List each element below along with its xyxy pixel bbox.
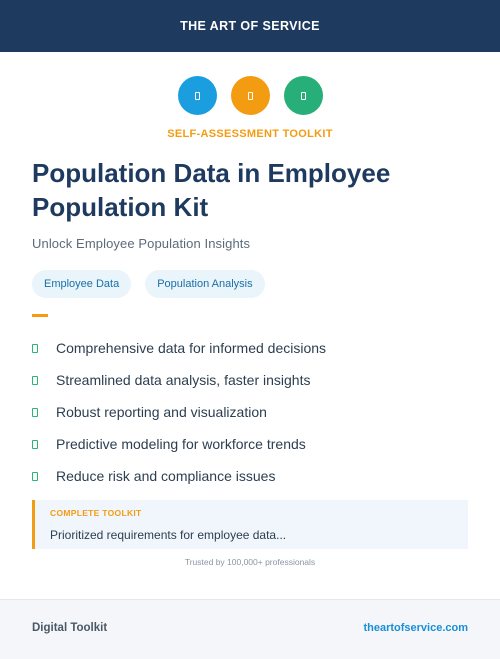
tag-population-analysis: Population Analysis <box>145 270 265 298</box>
icon-row <box>0 76 500 115</box>
feature-item: Streamlined data analysis, faster insigh… <box>32 364 326 396</box>
feature-text: Reduce risk and compliance issues <box>56 468 276 484</box>
page-title: Population Data in Employee Population K… <box>32 158 391 222</box>
check-icon <box>32 375 38 385</box>
tag-list: Employee Data Population Analysis <box>32 270 265 298</box>
check-icon <box>32 407 38 417</box>
checklist-icon <box>283 76 323 115</box>
page-subtitle: Unlock Employee Population Insights <box>32 236 251 251</box>
toolkit-kicker: SELF-ASSESSMENT TOOLKIT <box>167 128 333 140</box>
feature-text: Comprehensive data for informed decision… <box>56 340 327 356</box>
feature-item: Reduce risk and compliance issues <box>32 460 326 492</box>
feature-text: Robust reporting and visualization <box>56 404 267 420</box>
tag-employee-data: Employee Data <box>32 270 132 298</box>
toolkit-callout: COMPLETE TOOLKIT Prioritized requirement… <box>32 500 468 549</box>
accent-divider <box>32 314 48 317</box>
chart-icon <box>230 76 270 115</box>
top-banner: THE ART OF SERVICE <box>0 0 500 52</box>
feature-item: Predictive modeling for workforce trends <box>32 428 326 460</box>
footer: Digital Toolkit theartofservice.com <box>0 599 500 659</box>
callout-text: Prioritized requirements for employee da… <box>50 528 287 542</box>
callout-label: COMPLETE TOOLKIT <box>50 508 142 518</box>
footer-website-link[interactable]: theartofservice.com <box>363 622 468 634</box>
feature-text: Streamlined data analysis, faster insigh… <box>56 372 311 388</box>
feature-item: Robust reporting and visualization <box>32 396 326 428</box>
check-icon <box>32 343 38 353</box>
feature-text: Predictive modeling for workforce trends <box>56 436 306 452</box>
check-icon <box>32 471 38 481</box>
footer-product-label: Digital Toolkit <box>32 622 108 634</box>
feature-list: Comprehensive data for informed decision… <box>32 332 326 492</box>
document-icon <box>177 76 217 115</box>
check-icon <box>32 439 38 449</box>
feature-item: Comprehensive data for informed decision… <box>32 332 326 364</box>
brand-name: THE ART OF SERVICE <box>180 19 320 33</box>
trust-statement: Trusted by 100,000+ professionals <box>184 557 316 567</box>
